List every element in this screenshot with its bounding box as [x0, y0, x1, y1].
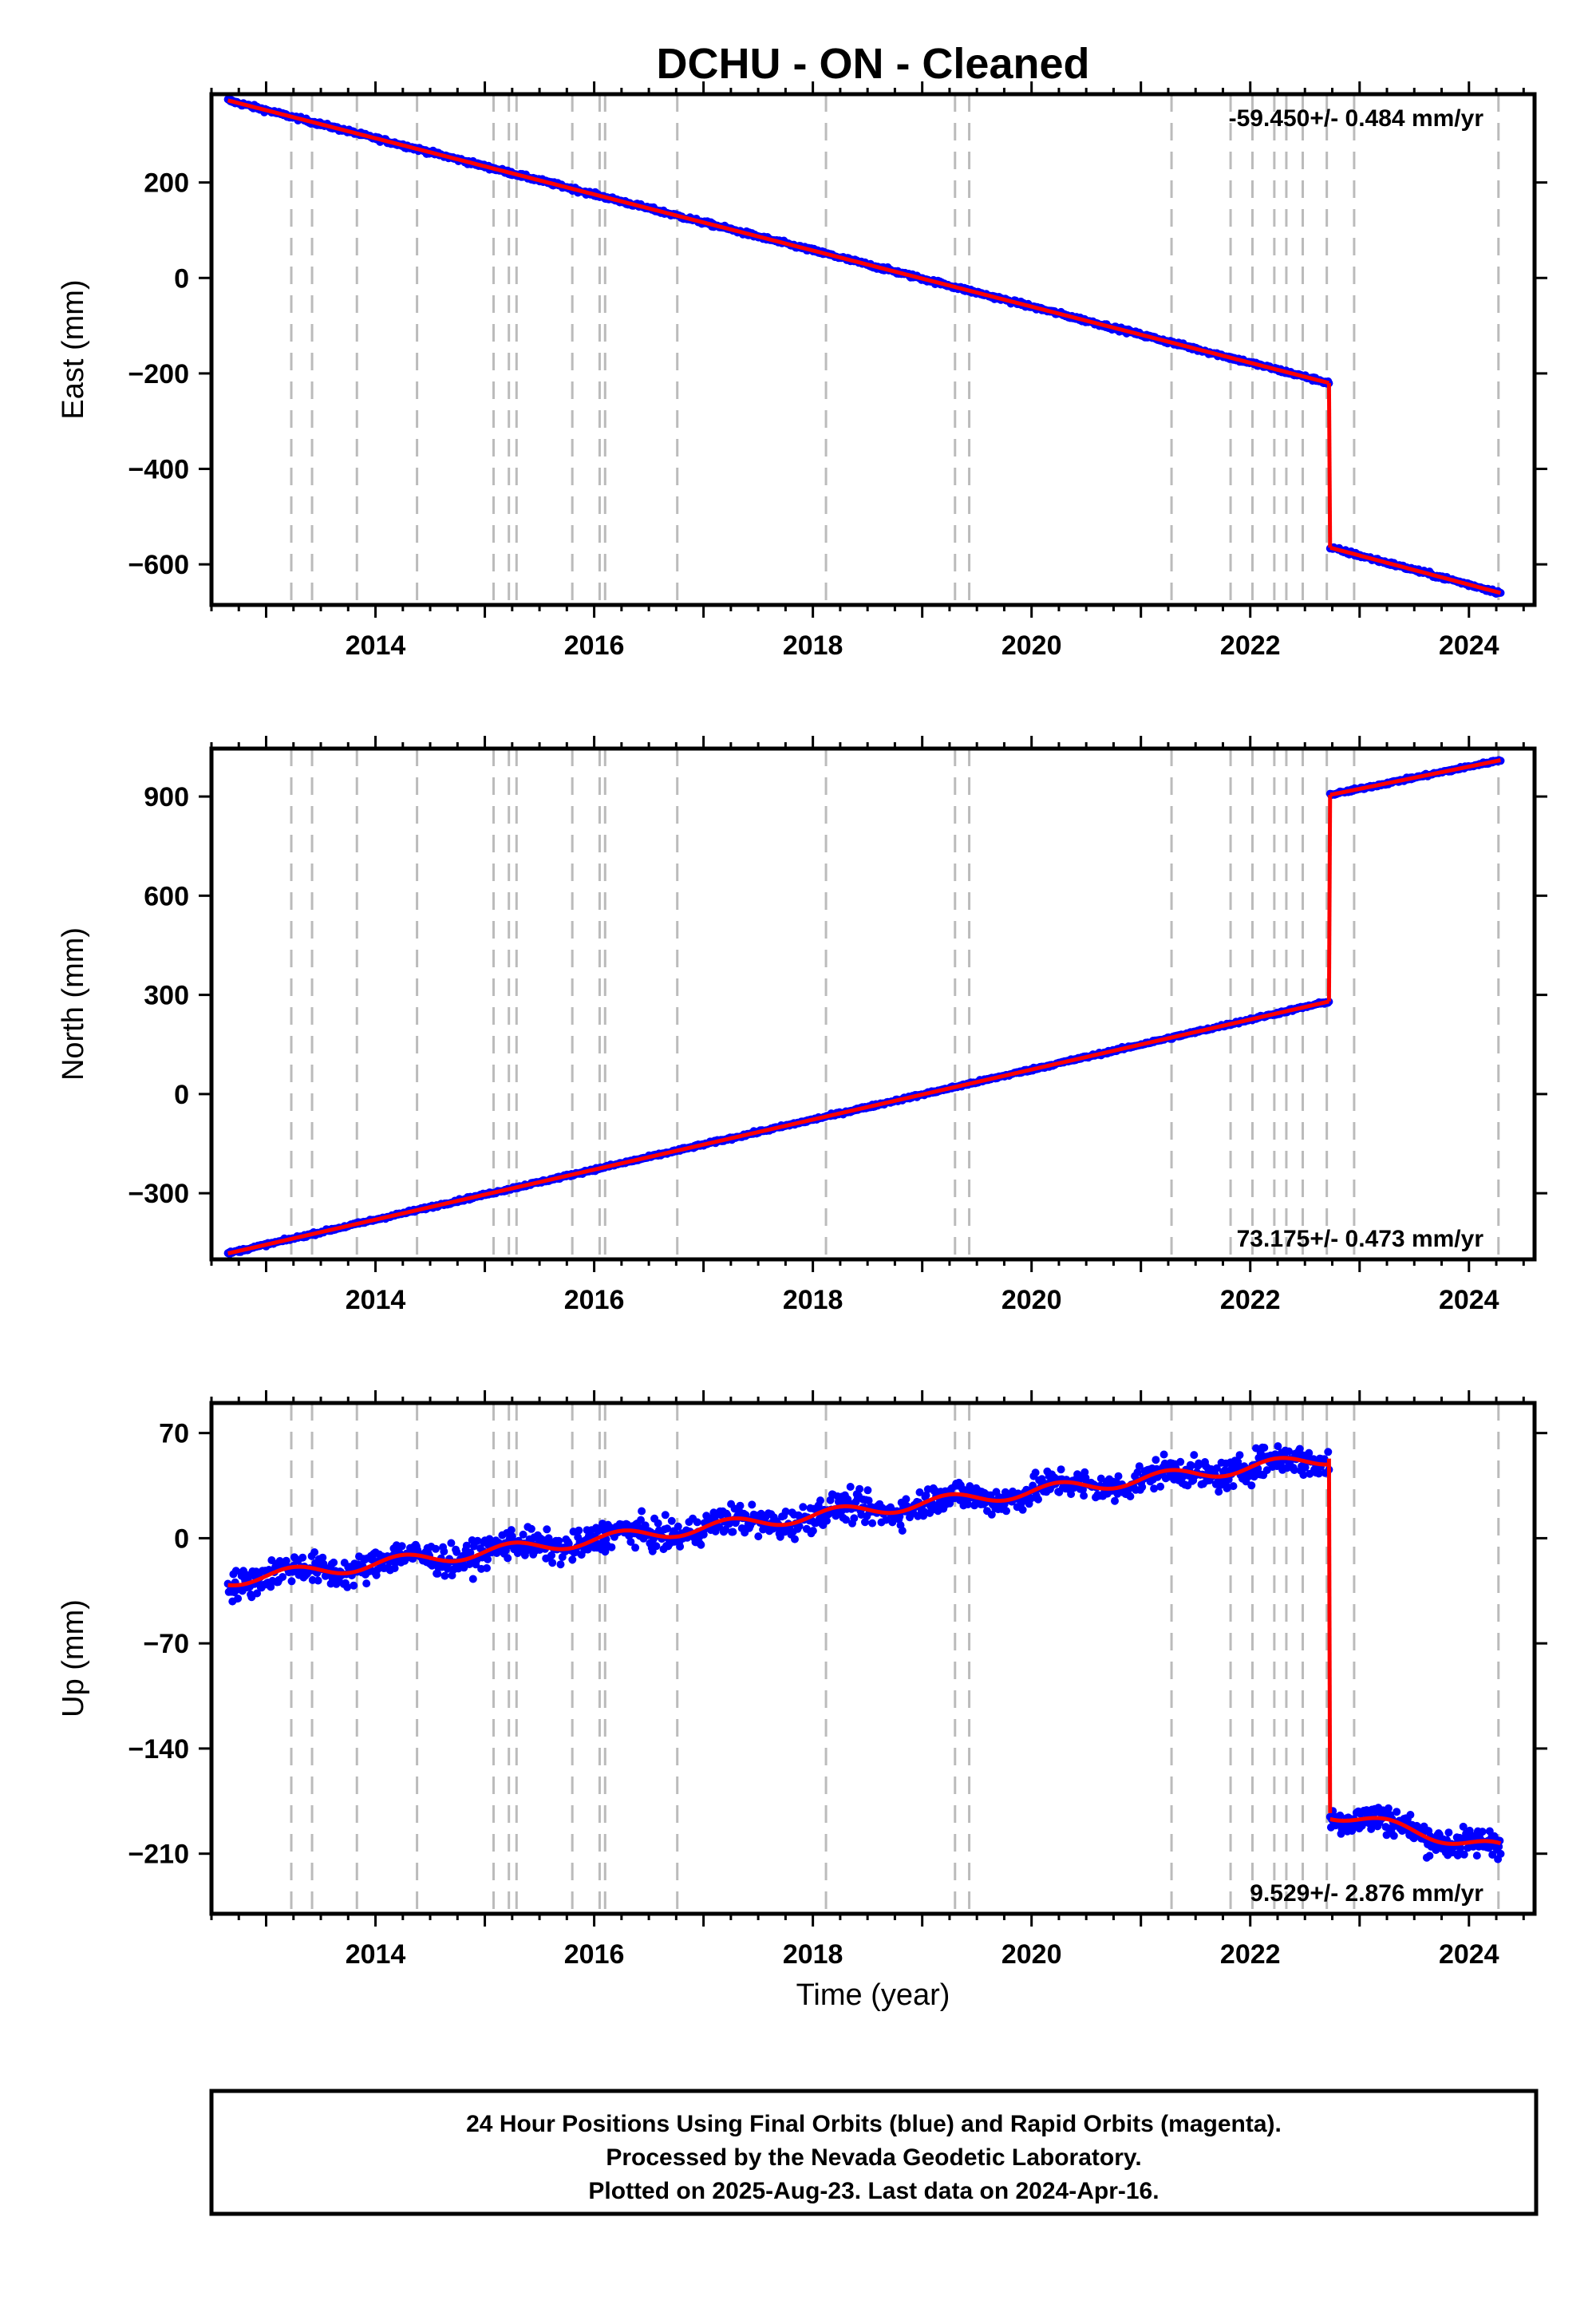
- y-tick-label-1: 0: [174, 1080, 189, 1110]
- y-tick-label-4: 200: [144, 168, 189, 199]
- east-panel: 2014 2016 2018 2020 2022 2024 −600 −400 −200 0 200…: [57, 81, 1547, 661]
- x-tick-label-5: 2024: [1439, 1939, 1499, 1970]
- model-line-segment-1: [1329, 545, 1502, 595]
- y-tick-label-0: −600: [128, 550, 189, 580]
- x-tick-label-0: 2014: [346, 1939, 406, 1970]
- x-tick-label-1: 2016: [564, 630, 625, 661]
- x-tick-label-2: 2018: [783, 1285, 843, 1315]
- footer-box: 24 Hour Positions Using Final Orbits (bl…: [209, 2089, 1539, 2216]
- model-line-segment-1: [1329, 758, 1501, 797]
- x-tick-label-1: 2016: [564, 1285, 625, 1315]
- north-panel: 2014 2016 2018 2020 2022 2024 −300 0 300 600 900 No…: [57, 736, 1547, 1315]
- plot-frame: [209, 1401, 1537, 1916]
- y-tick-label-0: −210: [128, 1840, 189, 1870]
- y-tick-label-4: 70: [159, 1419, 189, 1449]
- figure-title: DCHU - ON - Cleaned: [656, 40, 1089, 88]
- x-tick-label-0: 2014: [346, 1285, 406, 1315]
- x-tick-label-1: 2016: [564, 1939, 625, 1970]
- rate-label: 9.529+/- 2.876 mm/yr: [1250, 1880, 1483, 1907]
- plot-frame: [209, 746, 1537, 1262]
- y-axis-label: North (mm): [57, 927, 90, 1081]
- x-tick-label-2: 2018: [783, 630, 843, 661]
- x-tick-label-3: 2020: [1001, 630, 1062, 661]
- x-axis-label: Time (year): [796, 1978, 950, 2012]
- y-tick-label-1: −140: [128, 1734, 189, 1765]
- x-tick-label-5: 2024: [1439, 630, 1499, 661]
- y-tick-label-1: −400: [128, 455, 189, 485]
- footer-line-3: Plotted on 2025-Aug-23. Last data on 202…: [588, 2178, 1159, 2204]
- y-tick-label-3: 0: [174, 1524, 189, 1554]
- footer-line-1: 24 Hour Positions Using Final Orbits (bl…: [466, 2111, 1282, 2137]
- footer-line-2: Processed by the Nevada Geodetic Laborat…: [606, 2144, 1141, 2171]
- x-tick-label-2: 2018: [783, 1939, 843, 1970]
- up-panel: 2014 2016 2018 2020 2022 2024 −210 −140 −70 0 70 Up…: [57, 1390, 1547, 1970]
- x-tick-label-3: 2020: [1001, 1939, 1062, 1970]
- plot-frame: [209, 92, 1537, 607]
- x-tick-label-4: 2022: [1220, 1285, 1281, 1315]
- y-tick-label-0: −300: [128, 1179, 189, 1209]
- rate-label: 73.175+/- 0.473 mm/yr: [1237, 1226, 1484, 1252]
- model-line-segment-0: [227, 1456, 1329, 1587]
- x-tick-label-5: 2024: [1439, 1285, 1499, 1315]
- model-line-segment-0: [227, 999, 1330, 1255]
- model-line-segment-1: [1329, 1816, 1502, 1846]
- y-axis-label: Up (mm): [57, 1599, 90, 1717]
- y-tick-label-3: 0: [174, 263, 189, 294]
- y-axis-label: East (mm): [57, 279, 90, 419]
- x-tick-label-3: 2020: [1001, 1285, 1062, 1315]
- y-tick-label-4: 900: [144, 782, 189, 812]
- y-tick-label-2: −70: [143, 1629, 189, 1659]
- model-line-segment-0: [227, 98, 1330, 385]
- x-tick-label-0: 2014: [346, 630, 406, 661]
- x-tick-label-4: 2022: [1220, 630, 1281, 661]
- rate-label: -59.450+/- 0.484 mm/yr: [1229, 105, 1484, 132]
- y-tick-label-2: −200: [128, 359, 189, 389]
- y-tick-label-3: 600: [144, 881, 189, 911]
- x-tick-label-4: 2022: [1220, 1939, 1281, 1970]
- y-tick-label-2: 300: [144, 981, 189, 1011]
